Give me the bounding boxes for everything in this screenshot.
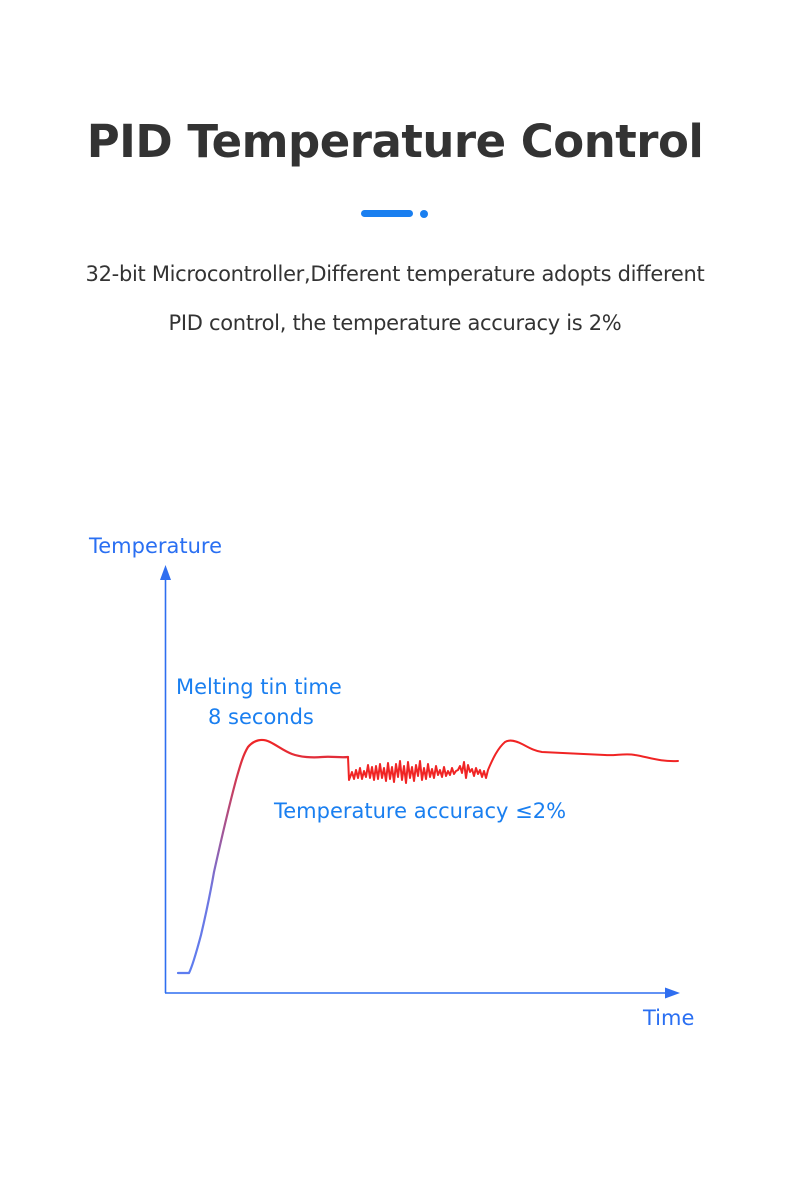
page-title: PID Temperature Control [86,115,704,168]
melting-time-label-line2: 8 seconds [208,705,314,729]
temperature-steady-curve [347,739,679,784]
x-axis-arrow-icon [665,987,680,999]
y-axis-label: Temperature [88,534,222,558]
temperature-rise-curve [176,738,350,975]
melting-time-label-line1: Melting tin time [176,675,342,699]
accuracy-label: Temperature accuracy ≤2% [273,799,566,823]
subtitle-line-1: 32-bit Microcontroller,Different tempera… [85,262,705,286]
y-axis-arrow-icon [160,565,171,580]
accent-dot [420,209,428,218]
x-axis-label: Time [642,1006,694,1030]
subtitle-line-2: PID control, the temperature accuracy is… [168,311,622,335]
accent-bar [361,210,413,217]
